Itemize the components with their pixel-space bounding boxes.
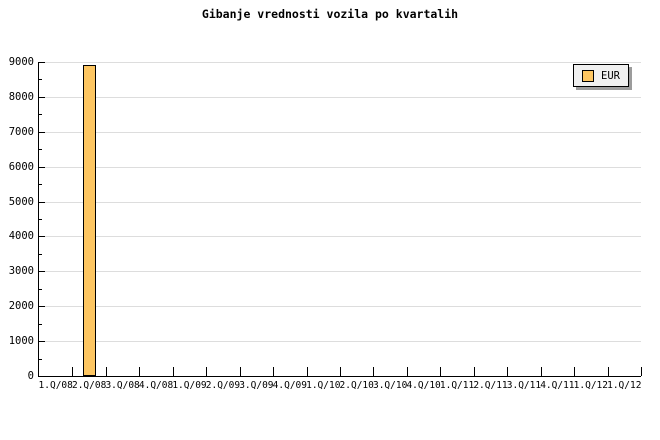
bar-eur-2.Q/08 bbox=[82, 65, 96, 376]
y-axis-minor-tick bbox=[39, 79, 42, 81]
x-axis-tick bbox=[273, 367, 275, 376]
x-axis-tick bbox=[206, 367, 208, 376]
x-axis-label: 2.Q/10 bbox=[339, 380, 374, 391]
y-axis-tick bbox=[39, 166, 45, 168]
x-axis-label: 1.Q/08 bbox=[38, 380, 73, 391]
x-axis-label: 4.Q/08 bbox=[138, 380, 174, 391]
y-axis-tick bbox=[39, 201, 45, 203]
y-axis-label: 2000 bbox=[8, 300, 34, 313]
y-axis-line bbox=[38, 62, 39, 377]
x-axis-tick bbox=[473, 367, 475, 376]
legend-swatch-icon bbox=[582, 69, 594, 82]
x-axis-label: 2.Q/11 bbox=[473, 380, 508, 391]
x-axis-label: 1.Q/10 bbox=[306, 380, 341, 391]
legend-label: EUR bbox=[601, 69, 620, 82]
x-axis-label: 3.Q/09 bbox=[239, 380, 274, 391]
y-axis-tick bbox=[39, 341, 45, 343]
y-axis-tick bbox=[39, 306, 45, 308]
x-axis-label: 2.Q/09 bbox=[205, 380, 241, 391]
x-axis-tick bbox=[340, 367, 341, 376]
x-axis-tick bbox=[607, 367, 609, 376]
gridline bbox=[39, 62, 641, 63]
x-axis-tick bbox=[239, 367, 241, 376]
x-axis-tick bbox=[105, 367, 107, 376]
x-axis-tick bbox=[139, 367, 141, 376]
y-axis-label: 1000 bbox=[8, 335, 34, 348]
y-axis-minor-tick bbox=[39, 184, 42, 186]
x-axis-label: 1.Q/12 bbox=[573, 380, 608, 391]
x-axis-tick bbox=[306, 367, 308, 376]
x-axis-tick bbox=[72, 367, 74, 376]
x-axis-label: 2.Q/08 bbox=[71, 380, 107, 391]
y-axis-minor-tick bbox=[39, 149, 42, 151]
y-axis-tick bbox=[39, 376, 45, 377]
x-axis-label: 4.Q/11 bbox=[540, 380, 575, 391]
x-axis-tick bbox=[540, 367, 542, 376]
x-axis-tick bbox=[641, 367, 642, 376]
y-axis-minor-tick bbox=[39, 288, 42, 290]
gridline bbox=[39, 131, 641, 133]
x-axis-label: 3.Q/08 bbox=[105, 380, 140, 391]
x-axis-label: 4.Q/10 bbox=[406, 380, 441, 391]
y-axis-tick bbox=[39, 96, 45, 98]
x-axis-label: 1.Q/09 bbox=[172, 380, 207, 391]
y-axis-minor-tick bbox=[39, 253, 42, 255]
x-axis-tick bbox=[172, 367, 174, 376]
x-axis-label: 3.Q/11 bbox=[506, 380, 542, 391]
x-axis-label: 4.Q/09 bbox=[272, 380, 307, 391]
y-axis-minor-tick bbox=[39, 114, 42, 116]
x-axis-line bbox=[38, 376, 641, 377]
gridline bbox=[39, 236, 641, 238]
x-axis-tick bbox=[574, 367, 576, 376]
gridline bbox=[39, 166, 641, 168]
chart-title: Gibanje vrednosti vozila po kvartalih bbox=[201, 7, 459, 21]
y-axis-label: 6000 bbox=[8, 160, 34, 173]
y-axis-label: 7000 bbox=[8, 125, 34, 138]
y-axis-tick bbox=[39, 236, 45, 238]
x-axis-label: 1.Q/12 bbox=[607, 380, 642, 391]
legend: EUR bbox=[573, 64, 629, 87]
y-axis-tick bbox=[39, 62, 45, 63]
y-axis-minor-tick bbox=[39, 358, 42, 360]
gridline bbox=[39, 271, 641, 273]
gridline bbox=[39, 201, 641, 203]
y-axis-label: 9000 bbox=[8, 56, 34, 68]
y-axis-label: 0 bbox=[27, 370, 34, 382]
y-axis-label: 3000 bbox=[8, 265, 34, 278]
gridline bbox=[39, 341, 641, 343]
y-axis-label: 5000 bbox=[8, 195, 34, 208]
y-axis-label: 4000 bbox=[8, 230, 34, 243]
y-axis-tick bbox=[39, 131, 45, 133]
gridline bbox=[39, 96, 641, 98]
y-axis-minor-tick bbox=[39, 219, 42, 220]
x-axis-tick bbox=[440, 367, 442, 376]
x-axis-tick bbox=[507, 367, 509, 376]
y-axis-tick bbox=[39, 271, 45, 273]
y-axis-minor-tick bbox=[39, 323, 42, 325]
x-axis-tick bbox=[373, 367, 375, 376]
gridline bbox=[39, 306, 641, 308]
x-axis-tick bbox=[406, 367, 408, 376]
x-axis-label: 3.Q/10 bbox=[372, 380, 408, 391]
x-axis-label: 1.Q/11 bbox=[439, 380, 475, 391]
y-axis-label: 8000 bbox=[8, 90, 34, 103]
